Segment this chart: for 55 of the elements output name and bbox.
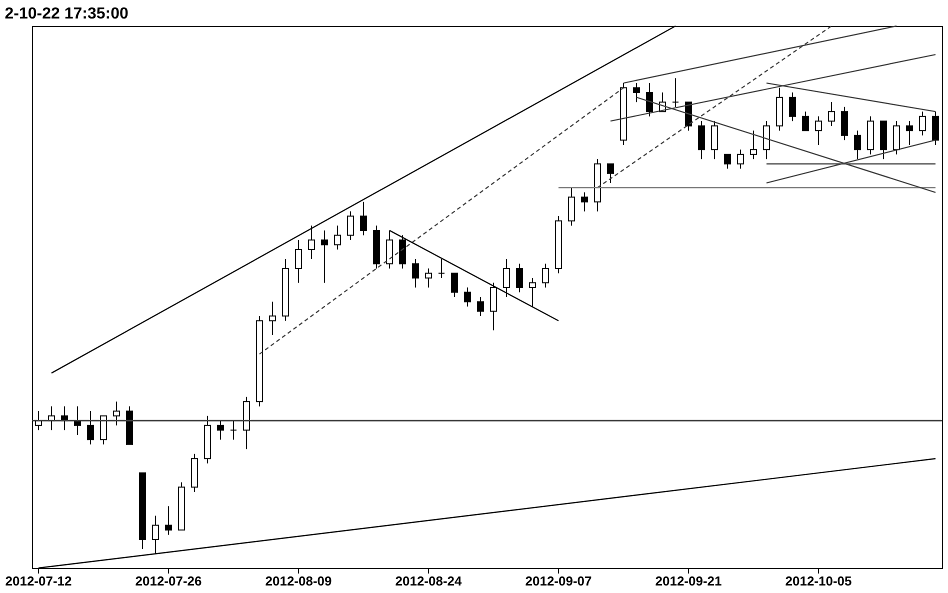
candlestick	[230, 420, 237, 440]
candlestick	[646, 82, 653, 117]
candlestick	[581, 192, 588, 212]
candlestick	[100, 415, 107, 445]
x-tick-label: 2012-10-05	[785, 574, 852, 588]
x-tick-label: 2012-07-26	[135, 574, 202, 588]
candlestick	[763, 120, 770, 160]
candlestick	[698, 120, 705, 160]
candlestick	[308, 225, 315, 260]
x-tick-label: 2012-09-07	[525, 574, 592, 588]
candlestick	[269, 301, 276, 336]
candlestick	[321, 230, 328, 284]
candlestick	[425, 268, 432, 288]
candlestick	[789, 92, 796, 122]
candlestick	[295, 239, 302, 284]
candlestick	[334, 225, 341, 250]
candlestick	[750, 130, 757, 160]
x-tick-label: 2012-08-24	[395, 574, 463, 588]
candlestick	[633, 82, 640, 103]
candlestick	[607, 163, 614, 184]
candlestick	[347, 210, 354, 240]
candlestick	[113, 401, 120, 426]
candlestick	[217, 420, 224, 440]
candlestick	[841, 106, 848, 141]
candlestick	[906, 120, 913, 146]
x-tick-label: 2012-08-09	[265, 574, 332, 588]
candlestick	[360, 201, 367, 236]
candlestick	[737, 149, 744, 170]
candlestick	[477, 296, 484, 317]
candlestick	[438, 258, 445, 278]
candlestick	[932, 111, 939, 146]
candlestick	[568, 187, 575, 226]
candlestick	[412, 258, 419, 288]
candlestick	[711, 120, 718, 160]
candlestick	[87, 410, 94, 445]
candlestick	[152, 515, 159, 554]
chart-title: 2-10-22 17:35:00	[4, 5, 128, 22]
x-tick-label: 2012-07-12	[5, 574, 72, 588]
candlestick	[399, 234, 406, 269]
candlestick	[724, 154, 731, 170]
candlestick	[516, 263, 523, 293]
candlestick	[451, 272, 458, 298]
candlestick	[672, 78, 679, 108]
candlestick	[165, 506, 172, 536]
x-tick-label: 2012-09-21	[655, 574, 722, 588]
candlestick	[893, 120, 900, 155]
candlestick	[542, 263, 549, 288]
candlestick	[464, 286, 471, 308]
candlestick	[503, 258, 510, 298]
candlestick	[802, 111, 809, 132]
candlestick	[815, 116, 822, 146]
candlestick	[919, 111, 926, 136]
candlestick	[854, 130, 861, 160]
candlestick	[529, 277, 536, 308]
candlestick	[828, 102, 835, 126]
